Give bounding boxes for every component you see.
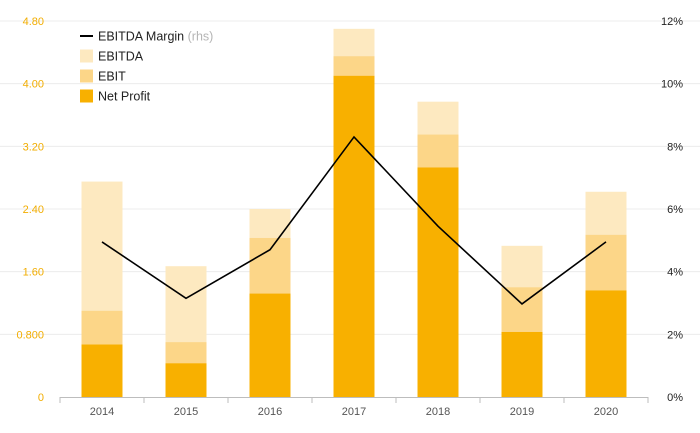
y-left-tick-label: 4.80 — [23, 16, 44, 28]
y-right-tick-label: 12% — [661, 16, 683, 28]
x-tick-label: 2017 — [342, 406, 366, 418]
y-right-tick-label: 10% — [661, 79, 683, 91]
x-tick-label: 2018 — [426, 406, 450, 418]
axes: 2014 2015 2016 2017 2018 2019 2020 0 0.800 1.60 2.… — [16, 16, 683, 418]
y-left-tick-label: 2.40 — [23, 204, 44, 216]
bar-net-profit-2014 — [81, 344, 123, 397]
legend-label-ebit: EBIT — [98, 70, 126, 84]
y-right-tick-label: 8% — [667, 141, 683, 153]
bar-net-profit-2018 — [417, 167, 459, 397]
margin-line — [101, 135, 607, 305]
y-left-tick-label: 1.60 — [23, 267, 44, 279]
bar-net-profit-2019 — [501, 331, 543, 397]
legend-label-net-profit: Net Profit — [98, 90, 151, 104]
y-right-tick-label: 6% — [667, 204, 683, 216]
y-left-tick-label: 0 — [38, 392, 44, 404]
bars — [81, 28, 627, 398]
x-tick-label: 2020 — [594, 406, 618, 418]
y-left-tick-label: 3.20 — [23, 141, 44, 153]
legend-label-ebitda-margin: EBITDA Margin (rhs) — [98, 30, 213, 44]
legend: EBITDA Margin (rhs) EBITDA EBIT Net Profit — [80, 30, 213, 104]
x-tick-label: 2016 — [258, 406, 282, 418]
bar-net-profit-2017 — [333, 75, 375, 397]
bar-net-profit-2016 — [249, 293, 291, 397]
x-tick-label: 2019 — [510, 406, 534, 418]
legend-rhs-suffix: (rhs) — [188, 30, 214, 44]
x-tick-label: 2015 — [174, 406, 198, 418]
y-right-tick-label: 2% — [667, 329, 683, 341]
y-right-tick-label: 0% — [667, 392, 683, 404]
y-left-tick-label: 4.00 — [23, 79, 44, 91]
y-right-tick-label: 4% — [667, 267, 683, 279]
legend-swatch-ebit — [80, 69, 93, 83]
legend-label-ebitda: EBITDA — [98, 50, 144, 64]
bar-net-profit-2015 — [165, 363, 207, 397]
y-left-tick-label: 0.800 — [16, 329, 44, 341]
bar-net-profit-2020 — [585, 290, 627, 397]
legend-swatch-ebitda — [80, 49, 93, 63]
legend-swatch-net-profit — [80, 89, 93, 103]
x-tick-label: 2014 — [90, 406, 114, 418]
